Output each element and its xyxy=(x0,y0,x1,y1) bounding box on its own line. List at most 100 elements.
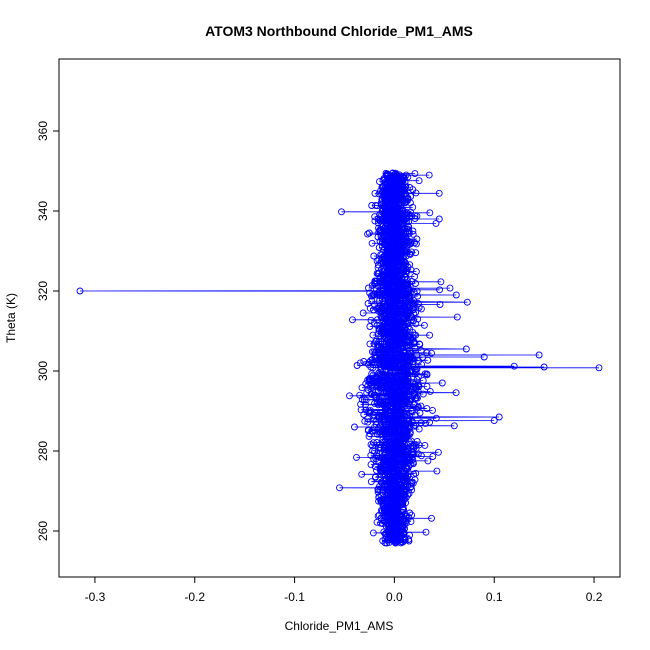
data-point xyxy=(368,375,376,382)
data-point xyxy=(362,380,370,388)
data-point xyxy=(376,443,384,451)
data-point xyxy=(415,357,423,365)
data-point xyxy=(425,171,433,179)
data-point xyxy=(374,264,382,272)
data-point xyxy=(364,418,372,426)
data-point xyxy=(490,417,498,425)
data-point xyxy=(373,439,381,446)
data-point xyxy=(405,210,413,218)
data-point xyxy=(436,301,444,308)
data-point xyxy=(414,315,422,323)
data-point xyxy=(413,287,421,295)
data-point xyxy=(453,313,461,321)
data-point xyxy=(369,331,377,339)
data-point xyxy=(371,391,379,399)
data-point xyxy=(407,478,415,486)
data-point xyxy=(368,239,376,247)
data-point xyxy=(411,212,419,220)
data-point xyxy=(357,406,365,414)
data-point xyxy=(595,364,603,372)
data-point xyxy=(389,169,397,177)
data-point xyxy=(426,418,434,426)
data-point xyxy=(338,208,345,216)
data-point xyxy=(358,384,366,392)
data-point xyxy=(367,316,375,324)
data-point xyxy=(369,442,377,450)
data-point xyxy=(370,252,378,260)
data-point xyxy=(446,284,454,292)
data-point xyxy=(415,177,423,185)
data-point xyxy=(359,309,367,317)
data-point xyxy=(415,382,423,390)
data-point xyxy=(373,337,380,345)
data-point xyxy=(423,382,431,390)
data-point xyxy=(364,230,372,238)
data-point xyxy=(374,215,382,223)
data-point xyxy=(384,171,392,178)
data-point xyxy=(434,448,442,456)
series-line xyxy=(79,172,600,544)
data-point xyxy=(435,215,443,223)
data-point xyxy=(366,340,374,348)
data-point xyxy=(375,224,382,232)
x-tick-label: 0.2 xyxy=(586,590,603,604)
data-point xyxy=(420,321,428,329)
data-point xyxy=(382,169,390,177)
data-point xyxy=(336,484,343,492)
data-point xyxy=(540,363,548,371)
data-point xyxy=(404,173,412,181)
data-point xyxy=(363,389,371,397)
data-point xyxy=(407,437,415,445)
data-point xyxy=(408,511,416,519)
data-point xyxy=(437,278,445,286)
data-point xyxy=(375,369,383,377)
data-point xyxy=(370,439,377,447)
data-point xyxy=(368,297,376,305)
data-point xyxy=(452,389,460,397)
data-point xyxy=(367,451,375,459)
data-point xyxy=(412,469,420,477)
data-point xyxy=(374,512,382,520)
data-point xyxy=(415,304,423,312)
data-point xyxy=(413,365,421,373)
data-point xyxy=(415,441,423,449)
x-axis-label: Chloride_PM1_AMS xyxy=(285,619,394,633)
data-point xyxy=(411,170,419,178)
y-tick-label: 300 xyxy=(36,361,50,381)
data-point xyxy=(368,348,376,356)
data-point xyxy=(377,337,385,345)
data-point xyxy=(426,387,434,395)
data-point xyxy=(358,470,366,478)
data-point xyxy=(398,207,406,214)
data-point xyxy=(422,528,430,536)
data-point xyxy=(411,380,419,388)
data-point xyxy=(421,370,429,378)
data-point xyxy=(380,427,388,435)
data-point xyxy=(428,514,435,522)
data-point xyxy=(409,230,417,238)
data-point xyxy=(360,358,368,365)
data-point xyxy=(372,338,379,346)
data-point xyxy=(535,351,543,359)
data-point xyxy=(407,333,415,341)
data-point xyxy=(433,467,441,475)
data-layer xyxy=(76,169,603,547)
data-point xyxy=(76,287,84,295)
data-point xyxy=(411,366,419,374)
x-axis: -0.3 -0.2 -0.1 0.0 0.1 0.2 xyxy=(85,576,603,604)
y-tick-label: 320 xyxy=(36,281,50,301)
data-point xyxy=(346,392,353,400)
data-point xyxy=(495,413,503,421)
data-point xyxy=(406,184,414,191)
data-point xyxy=(362,406,370,414)
data-point xyxy=(428,349,435,357)
data-point xyxy=(452,291,460,299)
data-point xyxy=(463,298,471,306)
data-point xyxy=(510,362,518,370)
data-point xyxy=(412,280,419,287)
data-point xyxy=(405,418,413,426)
data-point xyxy=(353,453,360,461)
data-point xyxy=(362,401,369,409)
data-point xyxy=(394,355,402,362)
